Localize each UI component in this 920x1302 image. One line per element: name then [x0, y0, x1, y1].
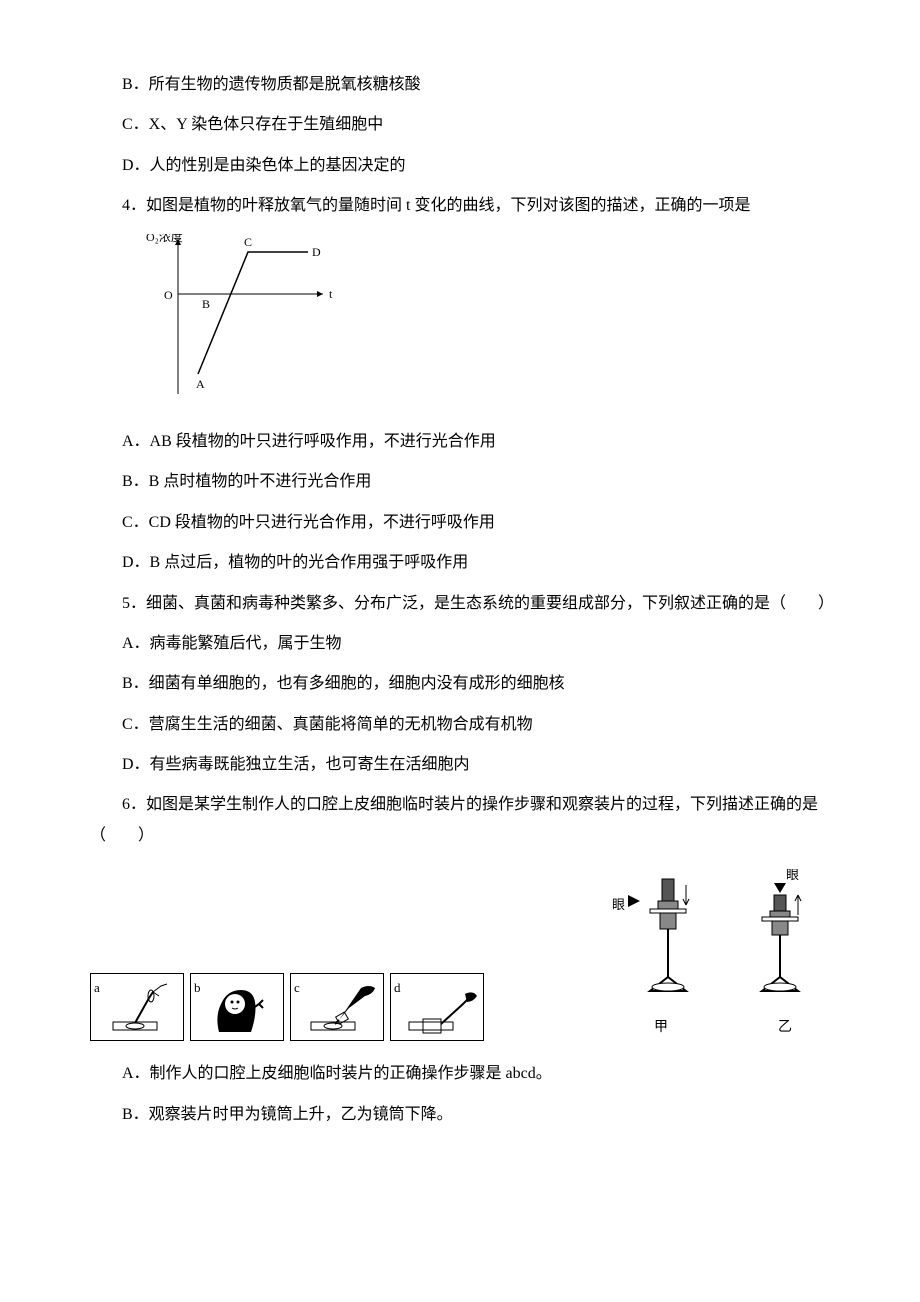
- eye-label-yi: 眼: [786, 869, 799, 882]
- scope-jia: 眼 甲: [606, 869, 716, 1041]
- svg-text:O₂浓度: O₂浓度: [146, 234, 183, 244]
- panel-a-icon: [91, 974, 183, 1040]
- q3-option-c: C．X、Y 染色体只存在于生殖细胞中: [90, 110, 830, 140]
- q6-stem: 6．如图是某学生制作人的口腔上皮细胞临时装片的操作步骤和观察装片的过程，下列描述…: [90, 790, 830, 851]
- q4-chart: O A B C D O₂浓度 t: [138, 234, 830, 415]
- panel-b-label: b: [194, 976, 201, 1001]
- eye-label-jia: 眼: [612, 897, 625, 912]
- q5-option-d: D．有些病毒既能独立生活，也可寄生在活细胞内: [90, 750, 830, 780]
- panel-d-label: d: [394, 976, 401, 1001]
- scope-yi-label: 乙: [740, 1015, 830, 1042]
- q5-stem: 5．细菌、真菌和病毒种类繁多、分布广泛，是生态系统的重要组成部分，下列叙述正确的…: [90, 589, 830, 619]
- scope-jia-label: 甲: [606, 1015, 716, 1042]
- q4-option-d: D．B 点过后，植物的叶的光合作用强于呼吸作用: [90, 548, 830, 578]
- svg-text:C: C: [244, 235, 252, 249]
- svg-text:D: D: [312, 245, 321, 259]
- q5-option-b: B．细菌有单细胞的，也有多细胞的，细胞内没有成形的细胞核: [90, 669, 830, 699]
- scope-yi: 眼 乙: [740, 869, 830, 1041]
- svg-text:t: t: [329, 287, 333, 301]
- svg-text:O: O: [164, 288, 173, 302]
- q5-option-a: A．病毒能繁殖后代，属于生物: [90, 629, 830, 659]
- q3-option-b: B．所有生物的遗传物质都是脱氧核糖核酸: [90, 70, 830, 100]
- q6-panels: a b c: [90, 973, 484, 1041]
- panel-c-icon: [291, 974, 383, 1040]
- panel-d-icon: [391, 974, 483, 1040]
- q4-stem: 4．如图是植物的叶释放氧气的量随时间 t 变化的曲线，下列对该图的描述，正确的一…: [90, 191, 830, 221]
- panel-a-label: a: [94, 976, 100, 1001]
- panel-b: b: [190, 973, 284, 1041]
- o2-curve-chart: O A B C D O₂浓度 t: [138, 234, 348, 404]
- q5-option-c: C．营腐生生活的细菌、真菌能将简单的无机物合成有机物: [90, 710, 830, 740]
- panel-c-label: c: [294, 976, 300, 1001]
- q4-option-b: B．B 点时植物的叶不进行光合作用: [90, 467, 830, 497]
- panel-c: c: [290, 973, 384, 1041]
- q4-option-c: C．CD 段植物的叶只进行光合作用，不进行呼吸作用: [90, 508, 830, 538]
- panel-a: a: [90, 973, 184, 1041]
- q6-option-a: A．制作人的口腔上皮细胞临时装片的正确操作步骤是 abcd。: [90, 1059, 830, 1089]
- q6-option-b: B．观察装片时甲为镜筒上升，乙为镜筒下降。: [90, 1100, 830, 1130]
- scope-yi-icon: 眼: [740, 869, 830, 999]
- q4-option-a: A．AB 段植物的叶只进行呼吸作用，不进行光合作用: [90, 427, 830, 457]
- q6-microscopes: 眼 甲 眼: [606, 869, 830, 1041]
- panel-d: d: [390, 973, 484, 1041]
- q6-figure-row: a b c: [90, 869, 830, 1041]
- svg-text:A: A: [196, 377, 205, 391]
- svg-text:B: B: [202, 297, 210, 311]
- scope-jia-icon: 眼: [606, 869, 716, 999]
- q3-option-d: D．人的性别是由染色体上的基因决定的: [90, 151, 830, 181]
- panel-b-icon: [191, 974, 283, 1040]
